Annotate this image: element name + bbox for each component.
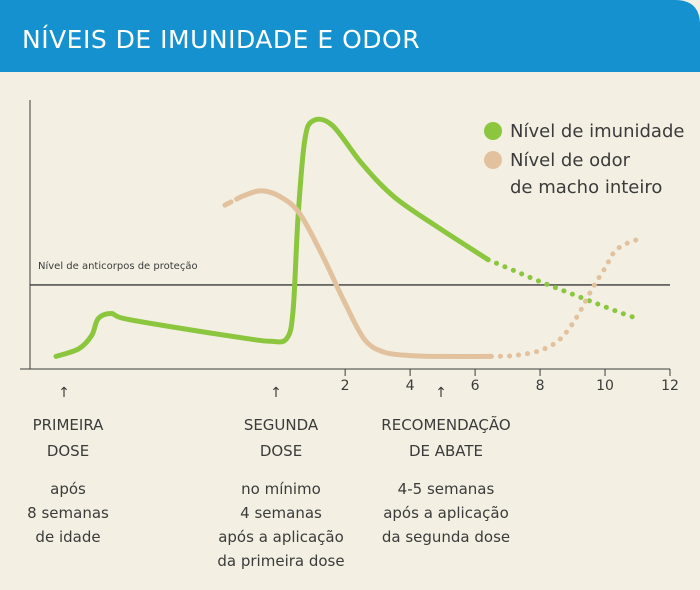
annotation-body: no mínimo [241,480,321,498]
immunity-legend-dot [484,122,502,140]
odor-line [238,188,494,359]
immunity-line-dotted [485,257,640,322]
odor-legend-dot [484,151,502,169]
annotation-body: da segunda dose [382,528,510,546]
x-tick-label: 10 [596,378,614,394]
odor-line-dashed [222,194,244,208]
annotation-title: DOSE [47,442,89,460]
annotations: ↑ PRIMEIRA DOSE após 8 semanas de idade ↑ SEGUN… [27,385,511,570]
x-tick-label: 6 [471,378,480,394]
annotation-body: após [50,480,86,498]
annotation-body: de idade [35,528,100,546]
series-group [53,116,644,359]
annotation-body: da primeira dose [217,552,344,570]
arrow-up-icon: ↑ [270,385,282,401]
legend-label: de macho inteiro [510,177,662,198]
annotation-body: 4 semanas [240,504,322,522]
annotation-title: RECOMENDAÇÃO [381,415,510,434]
annotation-body: 4-5 semanas [398,480,495,498]
header-bar [0,0,700,72]
odor-line-dotted [488,236,644,359]
annotation-body: após a aplicação [383,504,509,522]
annotation-title: SEGUNDA [244,416,319,434]
arrow-up-icon: ↑ [58,385,70,401]
annotation-body: após a aplicação [218,528,344,546]
x-tick-label: 12 [661,378,679,394]
x-ticks: 2 4 6 8 10 12 [341,369,679,394]
legend-label: Nível de imunidade [510,121,684,142]
x-tick-label: 8 [536,378,545,394]
annotation-body: 8 semanas [27,504,109,522]
arrow-up-icon: ↑ [435,385,447,401]
legend: Nível de imunidade Nível de odor de macho … [484,121,684,198]
legend-label: Nível de odor [510,150,631,171]
page-title: NÍVEIS DE IMUNIDADE E ODOR [22,25,420,54]
annotation-title: DOSE [260,442,302,460]
reference-line-label: Nível de anticorpos de proteção [38,260,198,272]
annotation-title: PRIMEIRA [33,416,105,434]
immunity-line [53,116,491,359]
x-tick-label: 4 [406,378,415,394]
x-tick-label: 2 [341,378,350,394]
annotation-title: DE ABATE [409,442,483,460]
